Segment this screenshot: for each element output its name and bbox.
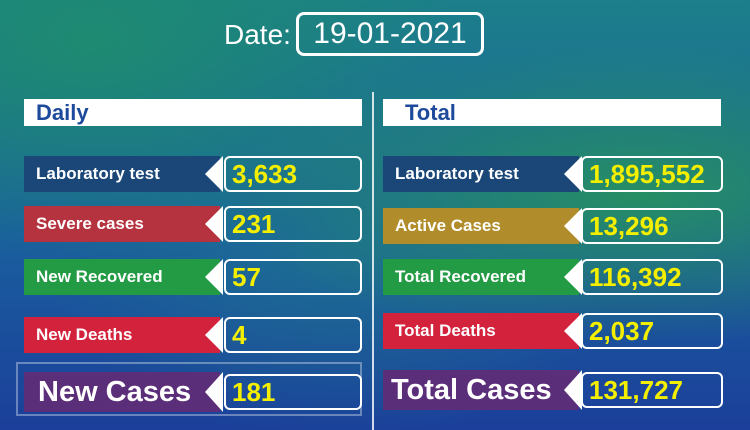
total-recovered-label: Total Recovered [383,259,579,295]
new-cases-arrow [205,372,223,412]
total-lab-test-row: Laboratory test 1,895,552 [383,156,723,192]
total-cases-label: Total Cases [383,370,579,410]
daily-deaths-arrow [205,317,223,353]
daily-lab-test-value: 3,633 [224,156,362,192]
daily-severe-value: 231 [224,206,362,242]
new-cases-label: New Cases [24,372,220,412]
total-deaths-value: 2,037 [581,313,723,349]
new-cases-row: New Cases 181 [24,372,364,412]
daily-recovered-arrow [205,259,223,295]
daily-deaths-label: New Deaths [24,317,220,353]
daily-lab-test-row: Laboratory test 3,633 [24,156,364,192]
daily-header: Daily [24,99,362,126]
total-active-value: 13,296 [581,208,723,244]
total-active-label: Active Cases [383,208,579,244]
total-lab-test-value: 1,895,552 [581,156,723,192]
daily-lab-test-arrow [205,156,223,192]
new-cases-value: 181 [224,374,362,410]
total-active-arrow [564,208,582,244]
column-divider [372,92,374,430]
daily-recovered-value: 57 [224,259,362,295]
daily-severe-label: Severe cases [24,206,220,242]
total-cases-value: 131,727 [581,372,723,408]
total-header: Total [383,99,721,126]
total-recovered-value: 116,392 [581,259,723,295]
total-lab-test-label: Laboratory test [383,156,579,192]
total-deaths-row: Total Deaths 2,037 [383,313,723,349]
total-active-row: Active Cases 13,296 [383,208,723,244]
total-lab-test-arrow [564,156,582,192]
total-cases-arrow [564,370,582,410]
daily-severe-arrow [205,206,223,242]
date-label: Date: [224,19,291,50]
total-recovered-row: Total Recovered 116,392 [383,259,723,295]
daily-recovered-label: New Recovered [24,259,220,295]
total-deaths-label: Total Deaths [383,313,579,349]
total-deaths-arrow [564,313,582,349]
daily-recovered-row: New Recovered 57 [24,259,364,295]
total-cases-row: Total Cases 131,727 [383,370,723,410]
total-title: Total [405,99,456,125]
daily-lab-test-label: Laboratory test [24,156,220,192]
daily-deaths-row: New Deaths 4 [24,317,364,353]
daily-deaths-value: 4 [224,317,362,353]
daily-title: Daily [36,99,89,125]
daily-severe-row: Severe cases 231 [24,206,364,242]
date-value: 19-01-2021 [296,12,484,56]
total-recovered-arrow [564,259,582,295]
